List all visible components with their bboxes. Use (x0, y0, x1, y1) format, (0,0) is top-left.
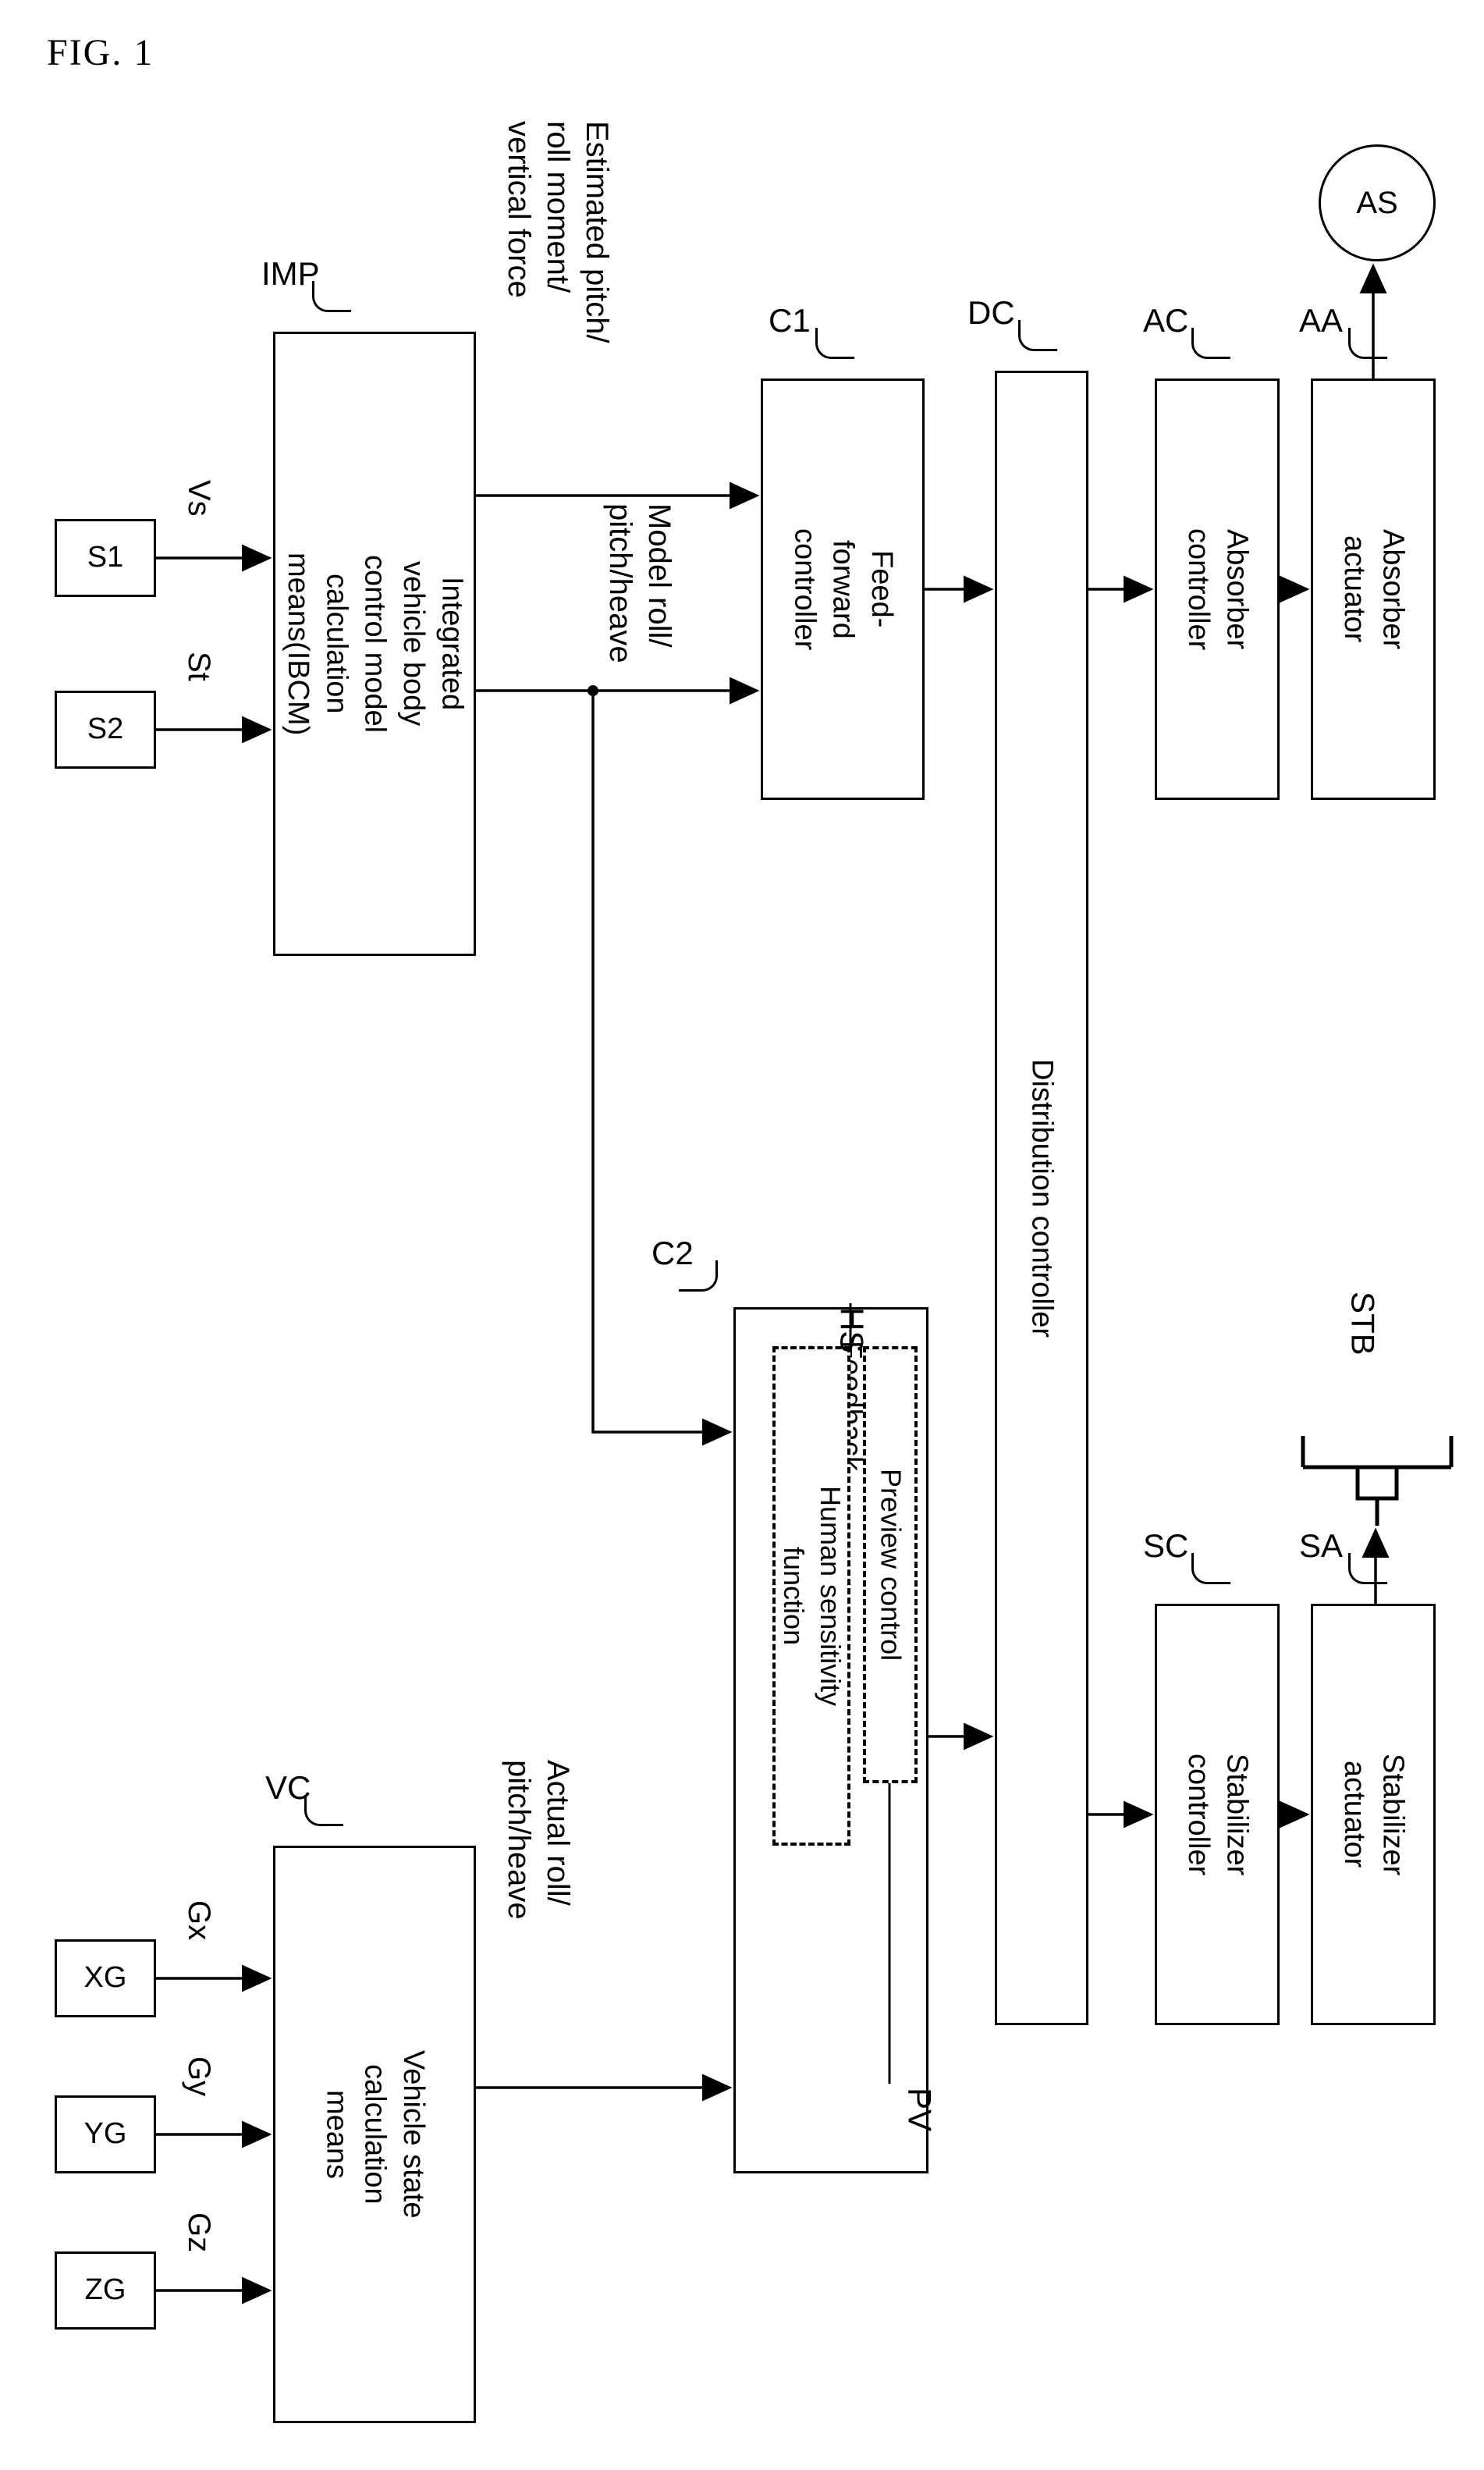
block-dc: Distribution controller (995, 371, 1088, 2025)
label-sig2: Model roll/ pitch/heave (601, 503, 679, 663)
label-aa-ref: AA (1299, 300, 1343, 342)
block-sc: Stabilizer controller (1155, 1604, 1280, 2025)
label-c1-ref: C1 (769, 300, 811, 342)
label-c2-ref: C2 (651, 1233, 694, 1274)
block-c1: Feed- forward controller (761, 378, 925, 800)
stabilizer-icon (1295, 1424, 1459, 1557)
label-stb: STB (1342, 1292, 1383, 1356)
block-s1: S1 (55, 519, 156, 597)
block-s2: S2 (55, 691, 156, 769)
label-vs: Vs (179, 480, 218, 517)
block-sa: Stabilizer actuator (1311, 1604, 1436, 2025)
figure-title: FIG. 1 (47, 31, 1453, 74)
label-imp-ref: IMP (261, 254, 320, 295)
label-gx: Gx (179, 1900, 218, 1940)
block-xg: XG (55, 1939, 156, 2017)
label-st: St (179, 652, 218, 681)
block-yg: YG (55, 2095, 156, 2173)
label-sig1: Estimated pitch/ roll moment/ vertical f… (499, 121, 616, 343)
block-vc: Vehicle state calculation means (273, 1846, 476, 2423)
label-sc-ref: SC (1143, 1526, 1188, 1567)
block-zg: ZG (55, 2251, 156, 2330)
label-dc-ref: DC (967, 293, 1015, 334)
block-as: AS (1319, 144, 1436, 261)
block-pv: Preview control (863, 1346, 918, 1783)
block-hs: Human sensitivity function (772, 1346, 850, 1846)
label-ac-ref: AC (1143, 300, 1188, 342)
label-vc-ref: VC (265, 1768, 311, 1809)
label-gz: Gz (179, 2212, 218, 2252)
label-pv-ref: PV (899, 2088, 940, 2131)
label-sig3: Actual roll/ pitch/heave (499, 1760, 577, 1920)
block-aa: Absorber actuator (1311, 378, 1436, 800)
block-ac: Absorber controller (1155, 378, 1280, 800)
label-gy: Gy (179, 2056, 218, 2096)
block-imp: Integrated vehicle body control model ca… (273, 332, 476, 956)
diagram-canvas: S1 S2 XG YG ZG Integrated vehicle body c… (31, 98, 1451, 2439)
